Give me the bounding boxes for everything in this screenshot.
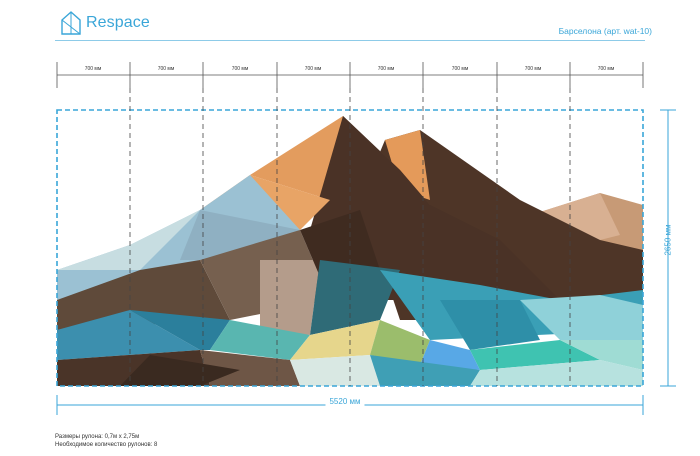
roll-width-label: 700 мм xyxy=(157,66,175,72)
roll-width-label: 700 мм xyxy=(377,66,395,72)
roll-width-label: 700 мм xyxy=(84,66,102,72)
roll-width-label: 700 мм xyxy=(597,66,615,72)
roll-width-label: 700 мм xyxy=(231,66,249,72)
roll-width-label: 700 мм xyxy=(524,66,542,72)
roll-count-text: Необходимое количество рулонов: 8 xyxy=(55,442,158,448)
roll-size-text: Размеры рулона: 0,7м х 2,75м xyxy=(55,434,140,440)
roll-width-label: 700 мм xyxy=(451,66,469,72)
header-divider xyxy=(55,40,645,41)
product-title: Барселона (арт. wat-10) xyxy=(558,26,652,36)
roll-width-label: 700 мм xyxy=(304,66,322,72)
total-height-label: 2650 мм xyxy=(663,224,673,256)
total-width-label: 5520 мм xyxy=(325,397,365,406)
respace-logo[interactable]: Respace xyxy=(60,8,150,38)
logo-text: Respace xyxy=(86,14,150,31)
roll-dimension-bar xyxy=(56,62,644,88)
roll-seam-guides xyxy=(129,88,571,386)
height-dimension xyxy=(660,109,676,387)
house-icon xyxy=(61,11,81,35)
